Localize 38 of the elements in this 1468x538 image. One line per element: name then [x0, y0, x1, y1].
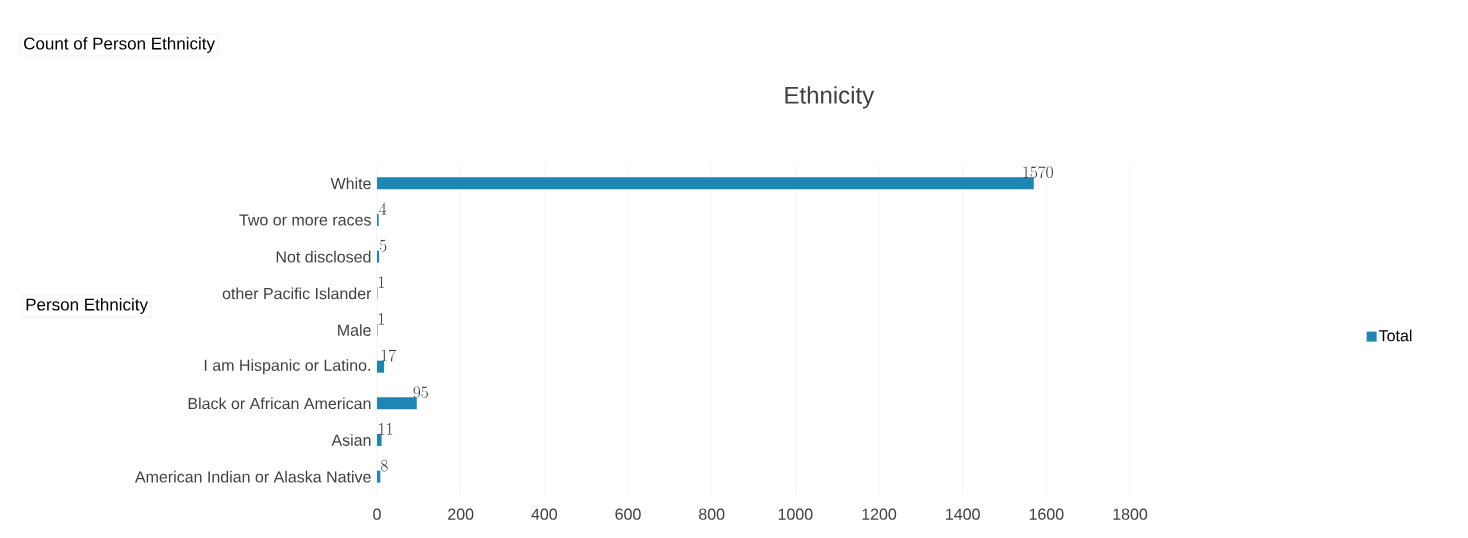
- x-tick-label: 1400: [946, 508, 980, 520]
- data-label: 1: [378, 276, 385, 288]
- y-tick-label: Black or African American: [188, 397, 371, 410]
- x-tick-label: 1200: [862, 508, 897, 520]
- bar: [377, 360, 385, 373]
- y-tick-label: I am Hispanic or Latino.: [204, 359, 370, 375]
- text: Person Ethnicity: [26, 298, 148, 314]
- bar: [377, 250, 380, 263]
- data-label: 17: [381, 349, 396, 362]
- x-tick-label: 600: [615, 508, 641, 520]
- data-label: 1: [378, 313, 385, 325]
- x-tick-label: 0: [373, 508, 381, 520]
- x-tick-label: 1800: [1113, 508, 1148, 520]
- data-label: 5: [379, 239, 387, 252]
- y-tick-label: American Indian or Alaska Native: [134, 470, 371, 483]
- bar: [377, 397, 417, 410]
- y-tick-label: other Pacific Islander: [222, 287, 372, 300]
- bar: [377, 434, 382, 447]
- x-tick-label: 1000: [778, 508, 813, 520]
- data-label: 11: [379, 423, 393, 435]
- bar: [377, 470, 381, 483]
- x-tick-label: 200: [448, 508, 474, 520]
- data-label: 4: [379, 202, 387, 215]
- x-tick-label: 1600: [1029, 508, 1064, 520]
- data-label: 95: [413, 386, 428, 399]
- y-tick-label: Not disclosed: [276, 250, 371, 263]
- data-label: 1570: [1023, 166, 1053, 179]
- bar: [377, 177, 1034, 190]
- legend-label: Total: [1378, 329, 1412, 342]
- y-tick-label: Asian: [331, 434, 371, 446]
- data-label: 8: [380, 459, 388, 472]
- chart-title: Ethnicity: [785, 86, 875, 109]
- text: Count of Person Ethnicity: [24, 37, 215, 53]
- x-tick-label: 800: [699, 508, 725, 520]
- y-tick-label: White: [330, 177, 371, 190]
- x-tick-label: 400: [531, 508, 558, 520]
- y-tick-label: Male: [338, 324, 371, 336]
- y-tick-label: Two or more races: [239, 214, 371, 226]
